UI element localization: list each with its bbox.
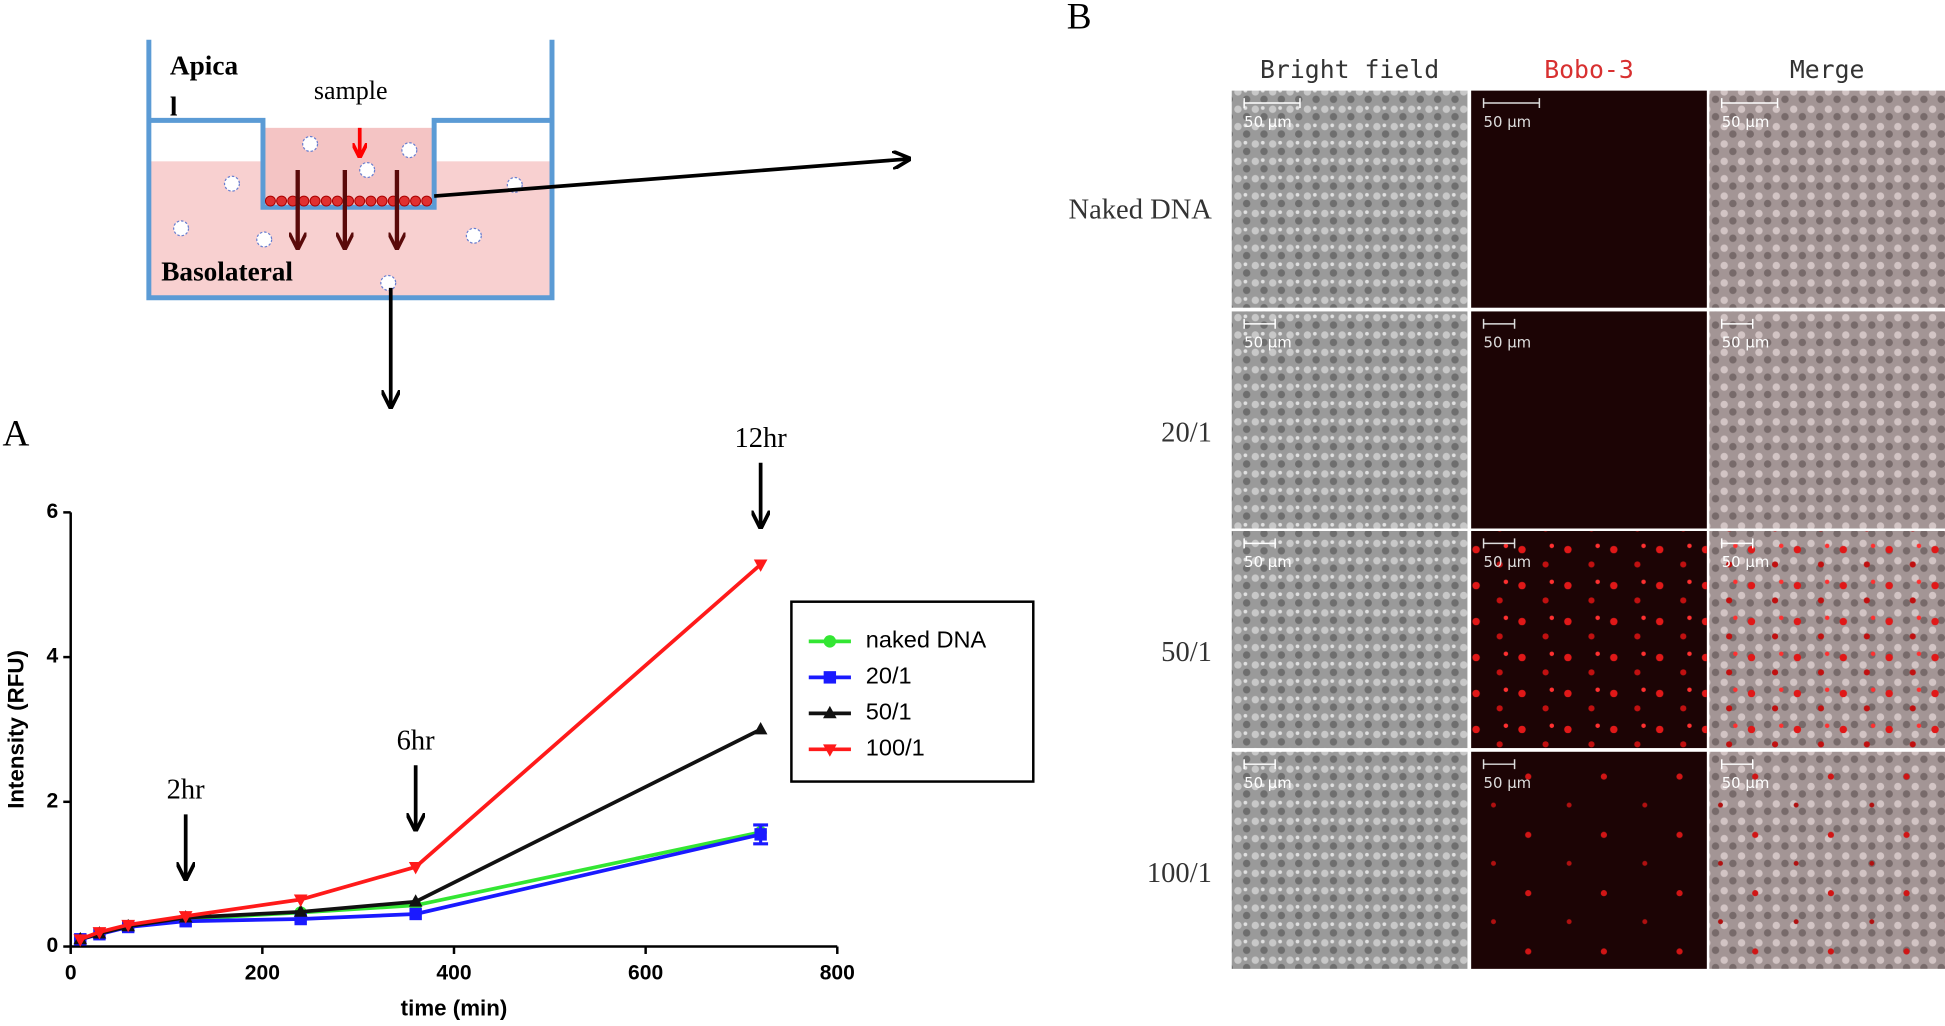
marker (178, 911, 193, 924)
y-tick-label: 0 (47, 934, 59, 957)
marker (408, 861, 423, 875)
row-label: 50/1 (1161, 637, 1212, 668)
x-tick-label: 800 (820, 961, 855, 984)
legend-marker (823, 744, 837, 757)
y-tick-label: 6 (47, 500, 59, 523)
to-microscopy-arrow (434, 159, 909, 198)
marker (293, 904, 308, 917)
x-axis-label: time (min) (401, 996, 508, 1021)
x-tick-label: 0 (65, 961, 77, 984)
row-label: 20/1 (1161, 417, 1212, 448)
microscopy: Bright field Bobo-3 Merge Naked DNA 50 μm 50 … (1069, 55, 1945, 969)
micrograph (1231, 751, 1468, 969)
annotation: 6hr (397, 725, 436, 756)
scale-bar (1243, 538, 1276, 549)
column-header: Bobo-3 (1544, 55, 1634, 84)
scale-bar (1720, 538, 1754, 549)
scale-bar (1482, 98, 1541, 108)
marker (92, 927, 107, 940)
y-tick-label: 4 (47, 645, 59, 668)
micrograph (1231, 530, 1468, 749)
scale-bar (1720, 318, 1754, 329)
apical-label: Apica (170, 51, 239, 81)
sample-label: sample (314, 76, 388, 105)
micrograph (1709, 530, 1945, 749)
column-header: Bright field (1260, 55, 1439, 84)
micrograph (1231, 311, 1468, 529)
micrograph (1471, 751, 1707, 969)
scale-bar-label: 50 μm (1722, 113, 1770, 131)
x-tick-label: 200 (245, 961, 280, 984)
row-label: 100/1 (1147, 858, 1212, 889)
cell-monolayer (264, 195, 433, 207)
apical-label: l (170, 92, 178, 122)
legend-label: 100/1 (866, 735, 925, 761)
scale-bar-label: 50 μm (1484, 334, 1532, 352)
scale-bar-label: 50 μm (1722, 334, 1770, 352)
basolateral-label: Basolateral (161, 256, 293, 286)
insert (148, 117, 552, 210)
scale-bar (1482, 318, 1516, 329)
micrograph (1231, 90, 1468, 308)
panel-label: A (2, 413, 29, 454)
micrograph (1471, 530, 1707, 749)
marker (408, 894, 423, 907)
panel-label: B (1067, 0, 1092, 37)
marker (73, 934, 88, 947)
marker (121, 919, 136, 933)
marker (753, 722, 768, 735)
column-header: Merge (1790, 55, 1865, 84)
scale-bar-label: 50 μm (1244, 553, 1292, 571)
micrograph (1709, 90, 1945, 308)
scale-bar (1243, 759, 1276, 770)
annotation: 2hr (167, 775, 206, 806)
transwell-diagram: Apica l sample Basolateral (146, 39, 909, 407)
micrograph (1471, 90, 1707, 308)
scale-bar-label: 50 μm (1244, 334, 1292, 352)
micrograph (1471, 311, 1707, 529)
y-tick-label: 2 (47, 789, 59, 812)
scale-bar (1720, 98, 1779, 108)
marker (293, 894, 308, 907)
scale-bar-label: 50 μm (1244, 774, 1292, 792)
scale-bar-label: 50 μm (1722, 553, 1770, 571)
particles (173, 135, 523, 291)
y-axis-label: Intensity (RFU) (3, 650, 28, 809)
marker (409, 907, 422, 921)
scale-bar (1243, 98, 1301, 108)
legend-label: 50/1 (866, 699, 912, 725)
apical-medium (262, 127, 435, 208)
chart: 0 2 4 6 0 200 400 600 800 time (min) Intensity (RF… (3, 423, 1035, 1021)
scale-bar-label: 50 μm (1484, 113, 1532, 131)
scale-bar-label: 50 μm (1244, 113, 1292, 131)
well (146, 39, 555, 301)
transport-arrows (298, 170, 397, 248)
row-label: Naked DNA (1069, 195, 1213, 226)
x-tick-label: 600 (628, 961, 663, 984)
scale-bar-label: 50 μm (1722, 774, 1770, 792)
scale-bar (1482, 538, 1516, 549)
legend-label: 20/1 (866, 663, 912, 689)
scale-bar-label: 50 μm (1484, 774, 1532, 792)
annotation: 12hr (734, 423, 787, 454)
micrograph (1709, 311, 1945, 529)
x-tick-label: 400 (436, 961, 471, 984)
marker (754, 828, 767, 841)
scale-bar-label: 50 μm (1484, 553, 1532, 571)
marker (753, 559, 768, 572)
legend-marker (823, 635, 837, 648)
scale-bar (1243, 318, 1276, 329)
micrograph (1709, 751, 1945, 969)
legend-marker (823, 705, 837, 719)
legend-marker (823, 671, 837, 684)
scale-bar (1482, 759, 1516, 770)
legend-label: naked DNA (866, 627, 987, 653)
scale-bar (1720, 759, 1754, 770)
